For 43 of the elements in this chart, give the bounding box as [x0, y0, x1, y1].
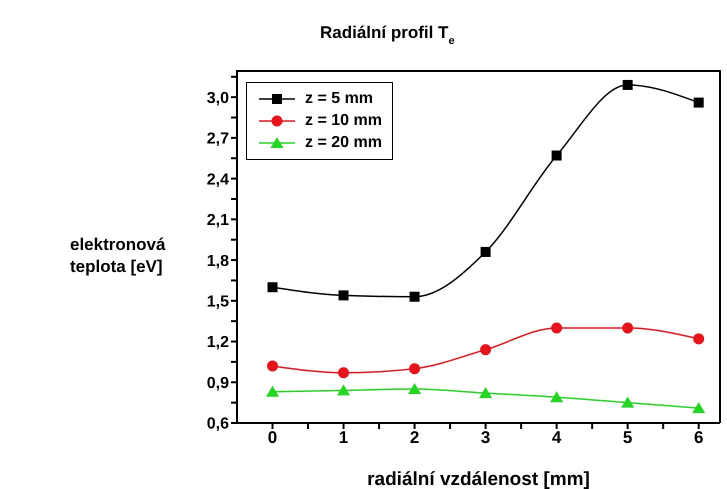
y-tick-label: 1,2 — [206, 334, 230, 352]
x-tick-label: 3 — [480, 428, 490, 448]
point — [622, 322, 634, 334]
y-tick-label: 0,9 — [206, 374, 230, 392]
point — [338, 367, 350, 378]
legend-label: z = 5 mm — [305, 90, 374, 108]
point — [266, 386, 280, 397]
point — [693, 333, 704, 344]
point — [694, 98, 704, 108]
point — [692, 402, 706, 414]
y-tick-label: 2,7 — [206, 130, 230, 148]
x-tick-label: 4 — [552, 428, 562, 448]
x-tick-label: 2 — [410, 428, 420, 448]
point — [480, 246, 491, 257]
y-tick-label: 2,4 — [206, 171, 230, 188]
x-tick-label: 0 — [268, 428, 278, 448]
point — [551, 322, 562, 334]
point — [622, 80, 633, 90]
y-axis-title: elektronová teplota [eV] — [70, 234, 166, 278]
y-tick-label: 1,8 — [206, 252, 230, 270]
x-axis-title: radiální vzdálenost [mm] — [367, 469, 590, 489]
point — [408, 383, 422, 394]
point — [480, 344, 492, 356]
point — [338, 290, 349, 300]
y-tick-label: 0,6 — [206, 416, 230, 433]
point — [479, 387, 492, 398]
x-tick-label: 1 — [338, 428, 348, 448]
point — [267, 360, 278, 372]
point — [409, 363, 420, 374]
point — [621, 396, 634, 408]
point — [410, 292, 420, 302]
point — [550, 391, 564, 402]
x-tick-label: 5 — [622, 428, 632, 448]
point — [337, 384, 350, 396]
legend-label: z = 10 mm — [305, 112, 382, 130]
y-tick-label: 2,1 — [206, 212, 230, 230]
x-tick-label: 6 — [694, 428, 704, 448]
point — [268, 282, 278, 292]
chart-title: Radiální profil T$_{e}$ — [320, 23, 455, 47]
y-tick-label: 1,5 — [206, 293, 230, 310]
point — [552, 150, 562, 161]
y-tick-label: 3,0 — [206, 90, 230, 107]
legend-label: z = 20 mm — [305, 134, 382, 152]
